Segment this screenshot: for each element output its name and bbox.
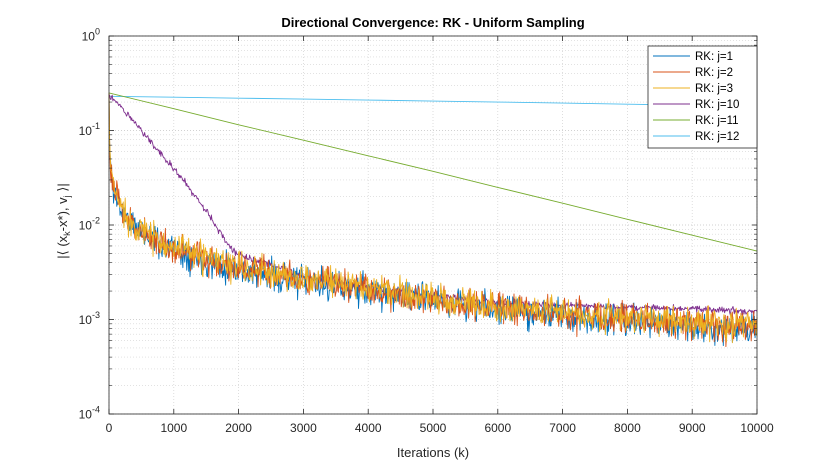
x-tick-label: 1000 [160,421,187,435]
y-tick-label: 10-2 [79,216,100,233]
legend-entry: RK: j=1 [653,51,733,63]
x-tick-label: 9000 [679,421,706,435]
y-tick-label-base: 10 [79,124,93,138]
series-layer [108,92,758,348]
legend-label: RK: j=2 [695,67,733,79]
y-axis-label-sub-j: j [62,195,72,198]
y-tick-label-base: 10 [79,219,93,233]
y-tick-label: 100 [82,27,100,44]
y-tick-label: 10-4 [79,405,100,422]
legend-entry: RK: j=12 [653,131,739,143]
x-tick-label: 10000 [740,421,774,435]
x-axis-label: Iterations (k) [397,445,469,460]
legend-entry: RK: j=3 [653,83,733,95]
series-line-rk-j-3 [108,92,758,344]
y-tick-label-exponent: -2 [92,216,100,226]
x-tick-label: 8000 [614,421,641,435]
x-tick-label: 5000 [420,421,447,435]
legend-items: RK: j=1 RK: j=2 RK: j=3 RK: j=10 RK: j=11 RK:… [653,51,739,143]
legend-entry: RK: j=11 [653,115,739,127]
y-tick-label-exponent: -4 [92,405,100,415]
legend-label: RK: j=1 [695,51,733,63]
y-tick-label-base: 10 [79,408,93,422]
legend-entry: RK: j=2 [653,67,733,79]
series-line-rk-j-11 [108,92,758,252]
y-tick-label: 10-3 [79,310,100,327]
chart-title: Directional Convergence: RK - Uniform Sa… [281,15,584,30]
y-tick-label: 10-1 [79,121,100,138]
legend-label: RK: j=3 [695,83,733,95]
y-tick-label-exponent: -3 [92,310,100,320]
x-tick-label: 2000 [225,421,252,435]
x-tick-label: 0 [106,421,113,435]
y-axis-label-sub-k: k [62,231,72,236]
x-tick-labels: 0 1000 2000 3000 4000 5000 6000 7000 8000 9000 100… [106,421,774,435]
y-tick-label-exponent: 0 [95,27,100,37]
y-axis-label: |⟨ (xk-x*), vj ⟩| [55,183,72,258]
y-axis-label-pre: |⟨ (x [55,235,70,258]
legend-box [647,45,758,149]
x-tick-label: 7000 [549,421,576,435]
x-tick-label: 3000 [290,421,317,435]
y-tick-label-exponent: -1 [92,121,100,131]
legend-entry: RK: j=10 [653,99,739,111]
y-axis-label-mid: -x*), v [55,197,70,231]
x-tick-label: 4000 [355,421,382,435]
y-axis-label-post: ⟩| [55,183,70,195]
y-tick-label-base: 10 [82,30,96,44]
legend-label: RK: j=12 [695,131,739,143]
legend: RK: j=1 RK: j=2 RK: j=3 RK: j=10 RK: j=11 RK:… [647,45,758,149]
y-tick-label-base: 10 [79,313,93,327]
x-tick-label: 6000 [484,421,511,435]
legend-label: RK: j=10 [695,99,739,111]
legend-label: RK: j=11 [695,115,739,127]
